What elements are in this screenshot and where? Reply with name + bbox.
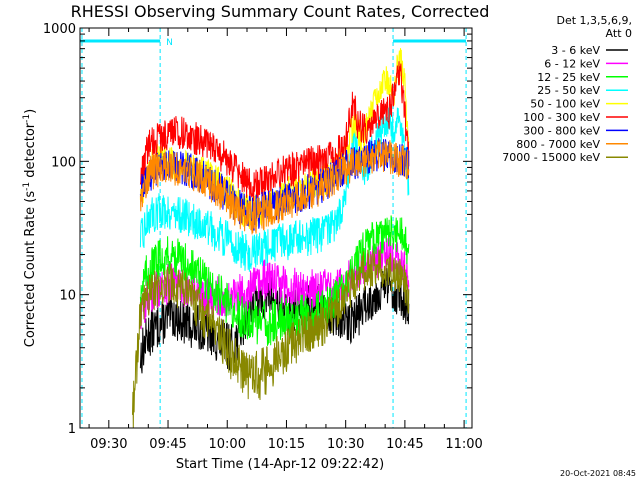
plot-frame — [79, 27, 473, 429]
y-tick-label: 1000 — [43, 22, 76, 37]
series-layer — [132, 48, 410, 428]
legend-header-line: Att 0 — [606, 27, 632, 40]
x-tick-label: 09:45 — [149, 437, 186, 452]
x-axis: 09:30 09:45 10:00 10:15 10:30 10:45 11:00 — [88, 28, 483, 452]
y-tick-label: 1 — [68, 422, 76, 437]
y-axis-label-main: Corrected Count Rate (s — [23, 191, 38, 348]
legend-label: 800 - 7000 keV — [516, 138, 600, 151]
legend-label: 6 - 12 keV — [544, 57, 600, 70]
x-tick-label: 10:30 — [327, 437, 364, 452]
legend-label: 12 - 25 keV — [537, 71, 600, 84]
y-axis-label-sup2: -1 — [22, 114, 32, 123]
y-axis-label-mid: detector — [23, 122, 38, 182]
y-tick-label: 10 — [59, 289, 76, 304]
legend-label: 25 - 50 keV — [537, 84, 600, 97]
y-axis-label: Corrected Count Rate (s-1 detector-1) — [22, 109, 38, 347]
night-annotation: N — [80, 28, 467, 428]
y-tick-label: 100 — [51, 155, 76, 170]
legend-label: 100 - 300 keV — [523, 111, 600, 124]
footer-timestamp: 20-Oct-2021 08:45 — [560, 469, 636, 478]
legend-header-line: Det 1,3,5,6,9, — [556, 14, 632, 27]
x-tick-label: 10:00 — [209, 437, 246, 452]
legend-label: 300 - 800 keV — [523, 124, 600, 137]
x-tick-label: 09:30 — [90, 437, 127, 452]
series-line — [139, 215, 410, 346]
legend-label: 50 - 100 keV — [530, 98, 600, 111]
legend-label: 7000 - 15000 keV — [502, 151, 600, 164]
series-line — [139, 61, 410, 205]
series-line — [139, 138, 410, 231]
x-tick-label: 10:15 — [268, 437, 305, 452]
x-tick-label: 11:00 — [445, 437, 482, 452]
y-axis-label-end: ) — [23, 109, 38, 114]
x-tick-label: 10:45 — [386, 437, 423, 452]
legend-label: 3 - 6 keV — [551, 44, 600, 57]
night-label: N — [166, 38, 173, 48]
series-line — [139, 139, 410, 235]
legend-header: Det 1,3,5,6,9,Att 0 — [556, 14, 632, 40]
x-axis-label: Start Time (14-Apr-12 09:22:42) — [176, 457, 384, 472]
series-line — [132, 249, 410, 428]
chart-title: RHESSI Observing Summary Count Rates, Co… — [71, 2, 490, 21]
y-axis-label-sup1: -1 — [22, 182, 32, 191]
y-axis: 1 10 100 1000 — [43, 22, 472, 437]
